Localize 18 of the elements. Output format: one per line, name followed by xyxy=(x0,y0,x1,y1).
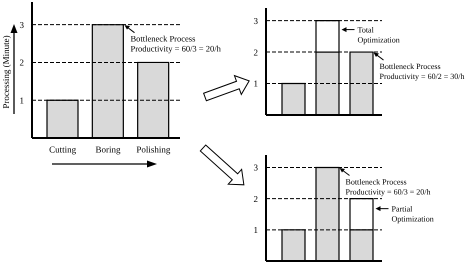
y-tick-label: 1 xyxy=(254,225,258,236)
annotation: Bottleneck Process Productivity = 60/3 = 20/h xyxy=(346,177,431,196)
y-tick-label: 2 xyxy=(254,194,258,204)
y-axis-title: Processing (Minute) xyxy=(1,35,11,109)
x-tick-label: Polishing xyxy=(136,144,171,154)
annotation: Bottleneck Process Productivity = 60/3 = 20/h xyxy=(130,34,222,54)
y-tick-label: 3 xyxy=(254,16,258,26)
x-tick-label: Cutting xyxy=(49,144,77,154)
y-tick-label: 1 xyxy=(20,95,24,106)
annotation: Bottleneck Process Productivity = 60/2 = 30/h xyxy=(380,62,465,82)
y-tick-label: 2 xyxy=(254,47,258,58)
y-tick-label: 1 xyxy=(254,78,258,89)
y-tick-label: 3 xyxy=(254,162,258,173)
y-tick-label: 2 xyxy=(20,58,24,68)
text: Partial Optimization xyxy=(392,204,434,224)
annotation: Total Optimization xyxy=(358,26,400,45)
y-tick-label: 3 xyxy=(20,20,24,30)
x-tick-label: Boring xyxy=(95,144,121,154)
